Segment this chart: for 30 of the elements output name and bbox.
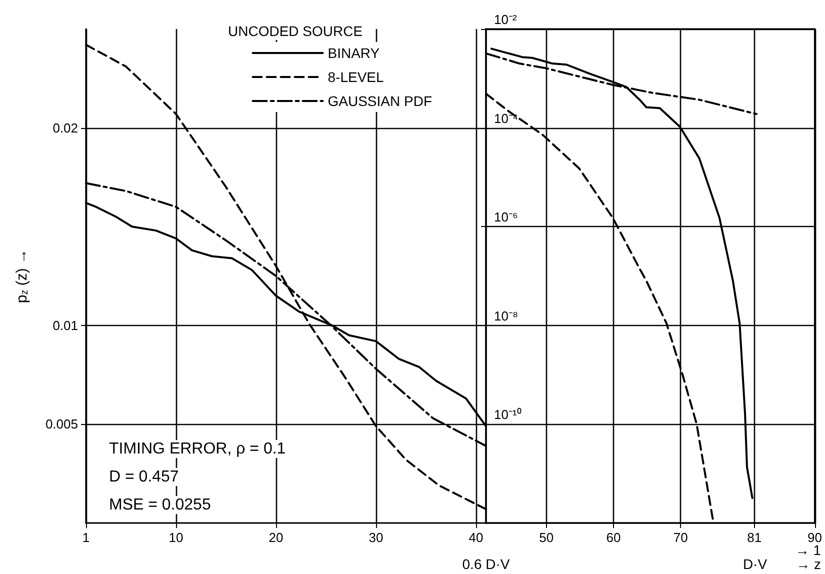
y-axis-title: pz (z) → [14,248,30,304]
annotation: MSE = 0.0255 [109,496,211,514]
y-tick-label: 0.02 [52,120,78,136]
y-tick-label: 10⁻⁶ [494,210,518,225]
text: D·V [742,556,768,572]
text: → z [796,556,821,572]
x-tick-label: 60 [606,530,621,545]
y-tick-label: 0.01 [52,318,78,333]
x-tick-label: 50 [539,530,554,545]
x-tick-label: 90 [808,530,822,545]
annotation: D = 0.457 [109,468,179,486]
x-tick-label: 70 [673,530,688,545]
x-tick-label: 81 [747,530,762,545]
x-tick-label: 20 [268,530,284,545]
x-tick-label: 10 [168,530,184,545]
annotation: TIMING ERROR, ρ = 0.1 [109,440,286,458]
x-tick-label: 1 [82,530,90,545]
y-tick-label: 10⁻⁸ [494,308,518,324]
text: → 1 [795,542,822,558]
y-tick-label: 10⁻¹⁰ [494,407,522,422]
y-tick-label: 10⁻² [494,12,518,27]
legend-title: UNCODED SOURCE [228,23,363,39]
y-tick-label: 10⁻⁴ [494,110,518,126]
x-tick-label: 40 [468,530,484,545]
text: 0.6 D·V [462,556,510,572]
y-tick-label: 0.005 [45,416,78,432]
legend-label: 8-LEVEL [328,69,384,85]
legend-label: BINARY [328,45,380,61]
legend-label: GAUSSIAN PDF [328,93,432,109]
x-tick-label: 30 [368,530,384,545]
